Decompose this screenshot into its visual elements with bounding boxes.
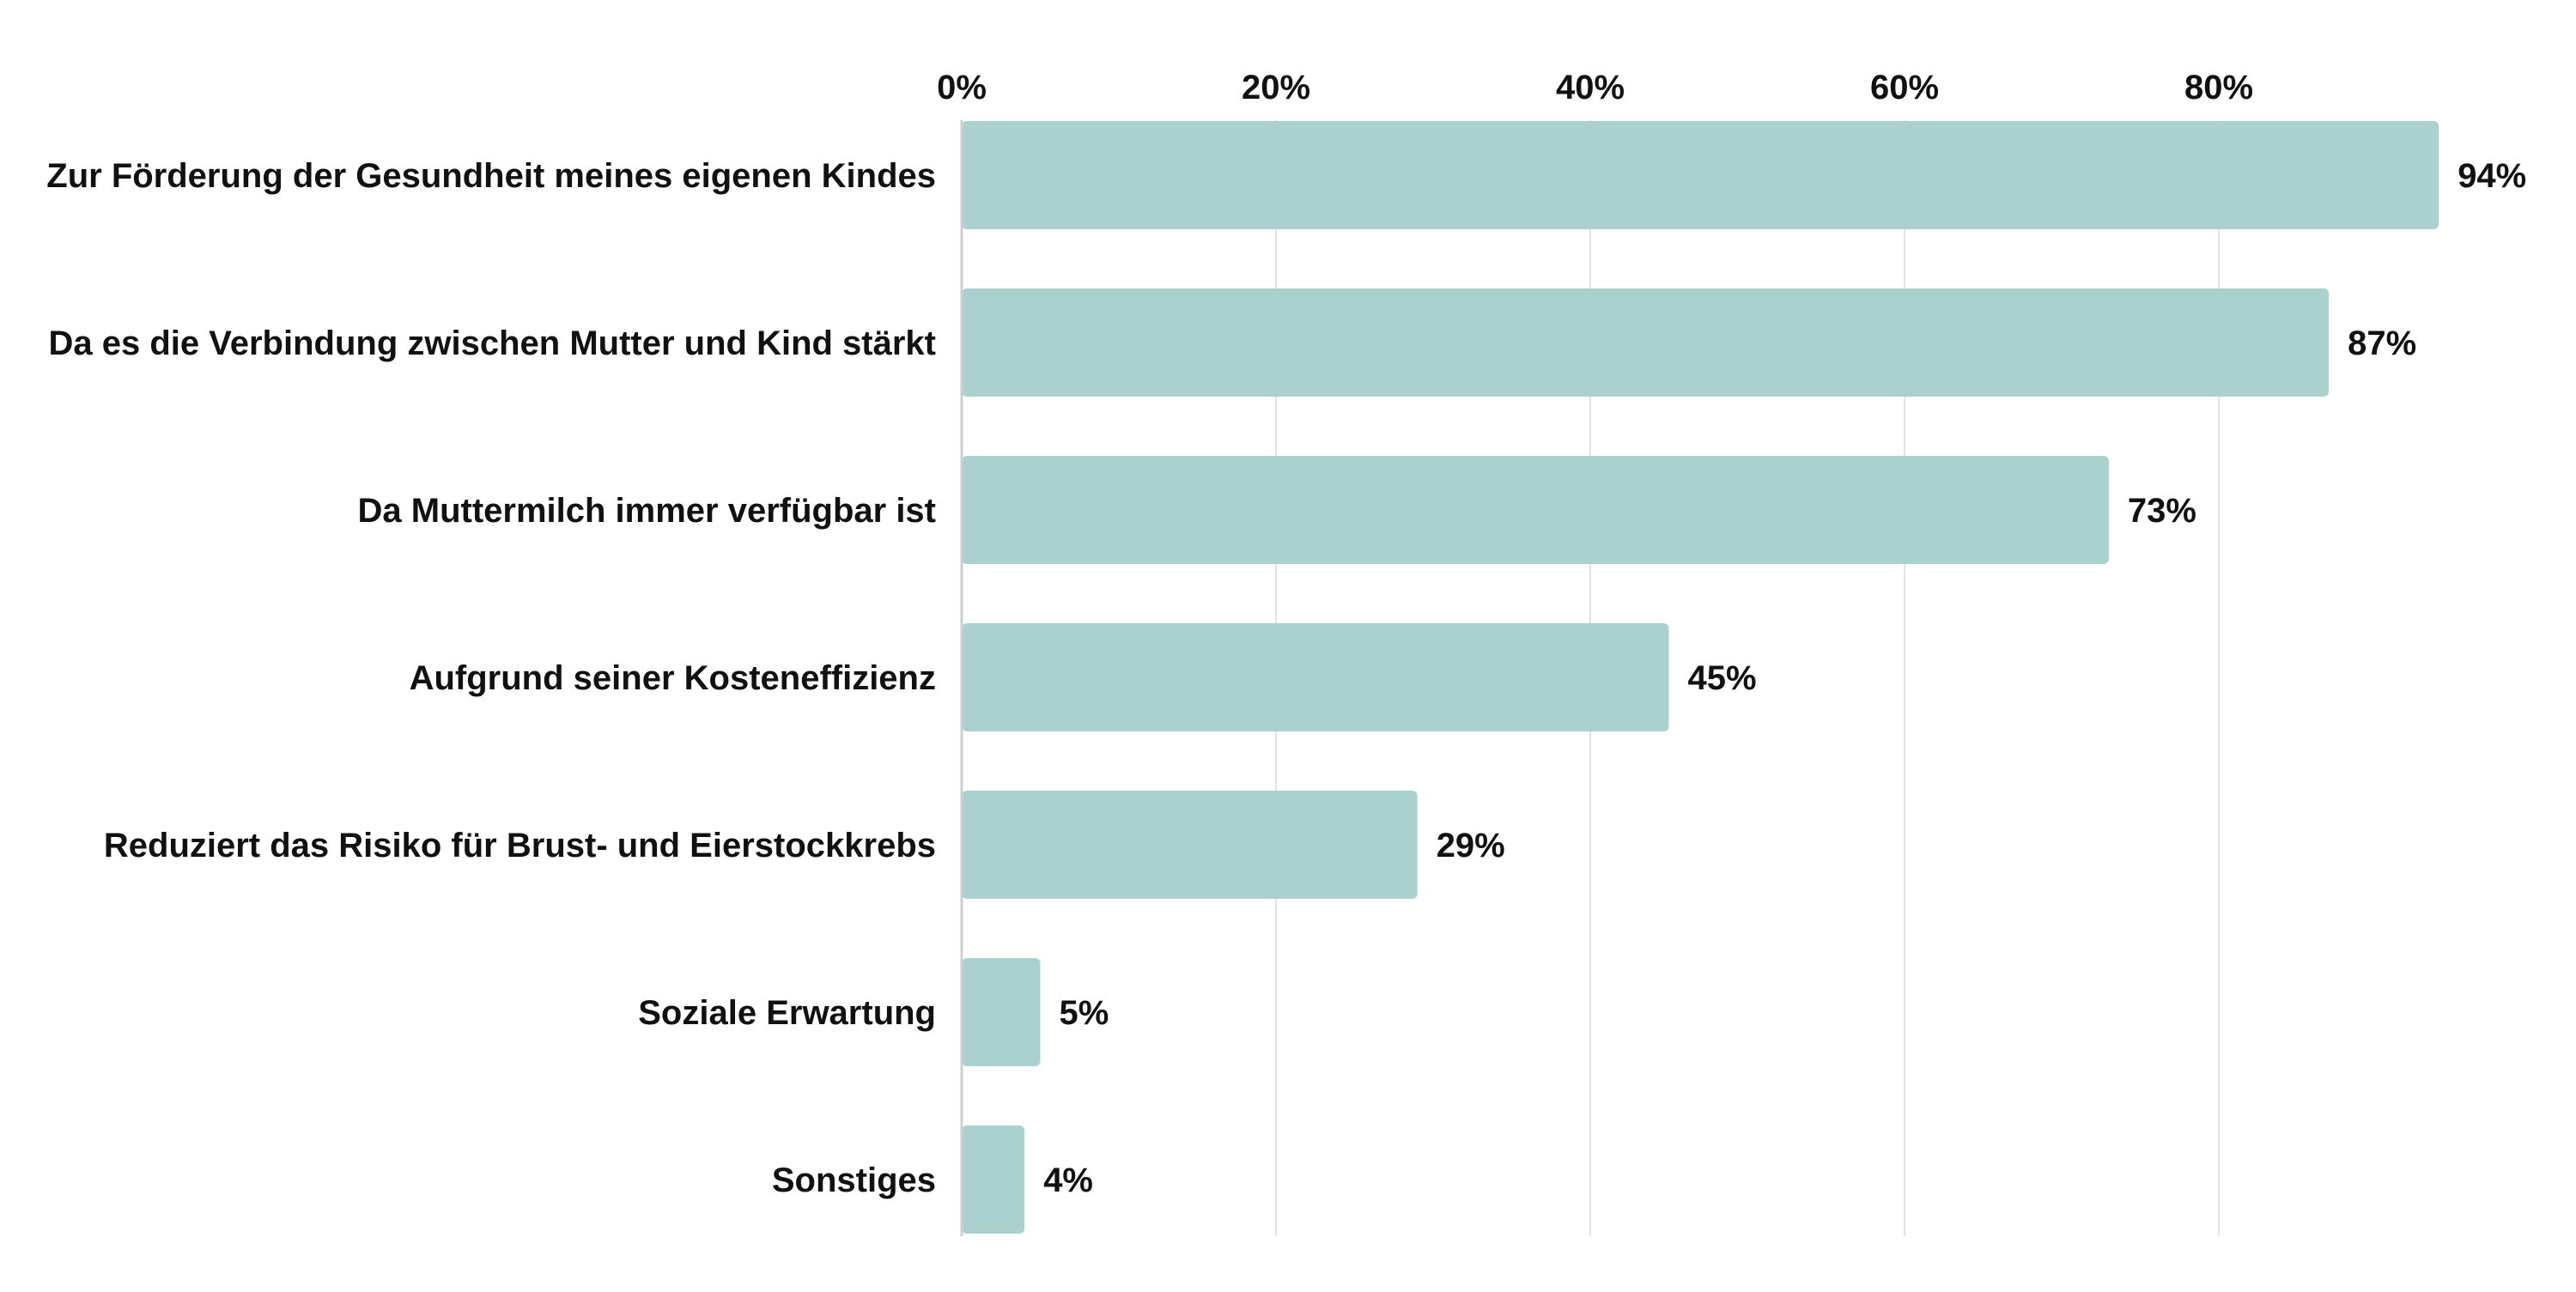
bar (962, 288, 2330, 397)
bar (962, 958, 1041, 1066)
value-label: 5% (1060, 994, 1109, 1032)
bars (962, 121, 2439, 1234)
value-label: 29% (1437, 827, 1505, 864)
value-label: 87% (2348, 325, 2416, 362)
x-tick-label: 40% (1556, 69, 1625, 106)
bar (962, 121, 2439, 229)
bar (962, 791, 1418, 899)
bar (962, 1125, 1025, 1234)
x-tick-label: 80% (2184, 69, 2253, 106)
bar (962, 623, 1669, 731)
value-label: 73% (2128, 492, 2196, 530)
category-label: Soziale Erwartung (638, 994, 936, 1032)
value-labels: 94% 87% 73% 45% 29% 5% 4% (1043, 157, 2526, 1199)
category-labels: Zur Förderung der Gesundheit meines eige… (46, 157, 936, 1199)
category-label: Reduziert das Risiko für Brust- und Eier… (104, 827, 936, 864)
value-label: 4% (1043, 1162, 1093, 1199)
category-label: Zur Förderung der Gesundheit meines eige… (46, 157, 936, 195)
value-label: 94% (2458, 157, 2526, 195)
bar (962, 456, 2109, 564)
category-label: Aufgrund seiner Kosteneffizienz (410, 659, 936, 697)
value-label: 45% (1688, 659, 1757, 697)
x-axis-ticks: 0% 20% 40% 60% 80% (937, 69, 2253, 106)
x-tick-label: 0% (937, 69, 987, 106)
category-label: Da es die Verbindung zwischen Mutter und… (49, 325, 936, 362)
category-label: Da Muttermilch immer verfügbar ist (358, 492, 937, 530)
x-tick-label: 20% (1242, 69, 1310, 106)
x-tick-label: 60% (1870, 69, 1939, 106)
category-label: Sonstiges (772, 1162, 936, 1199)
